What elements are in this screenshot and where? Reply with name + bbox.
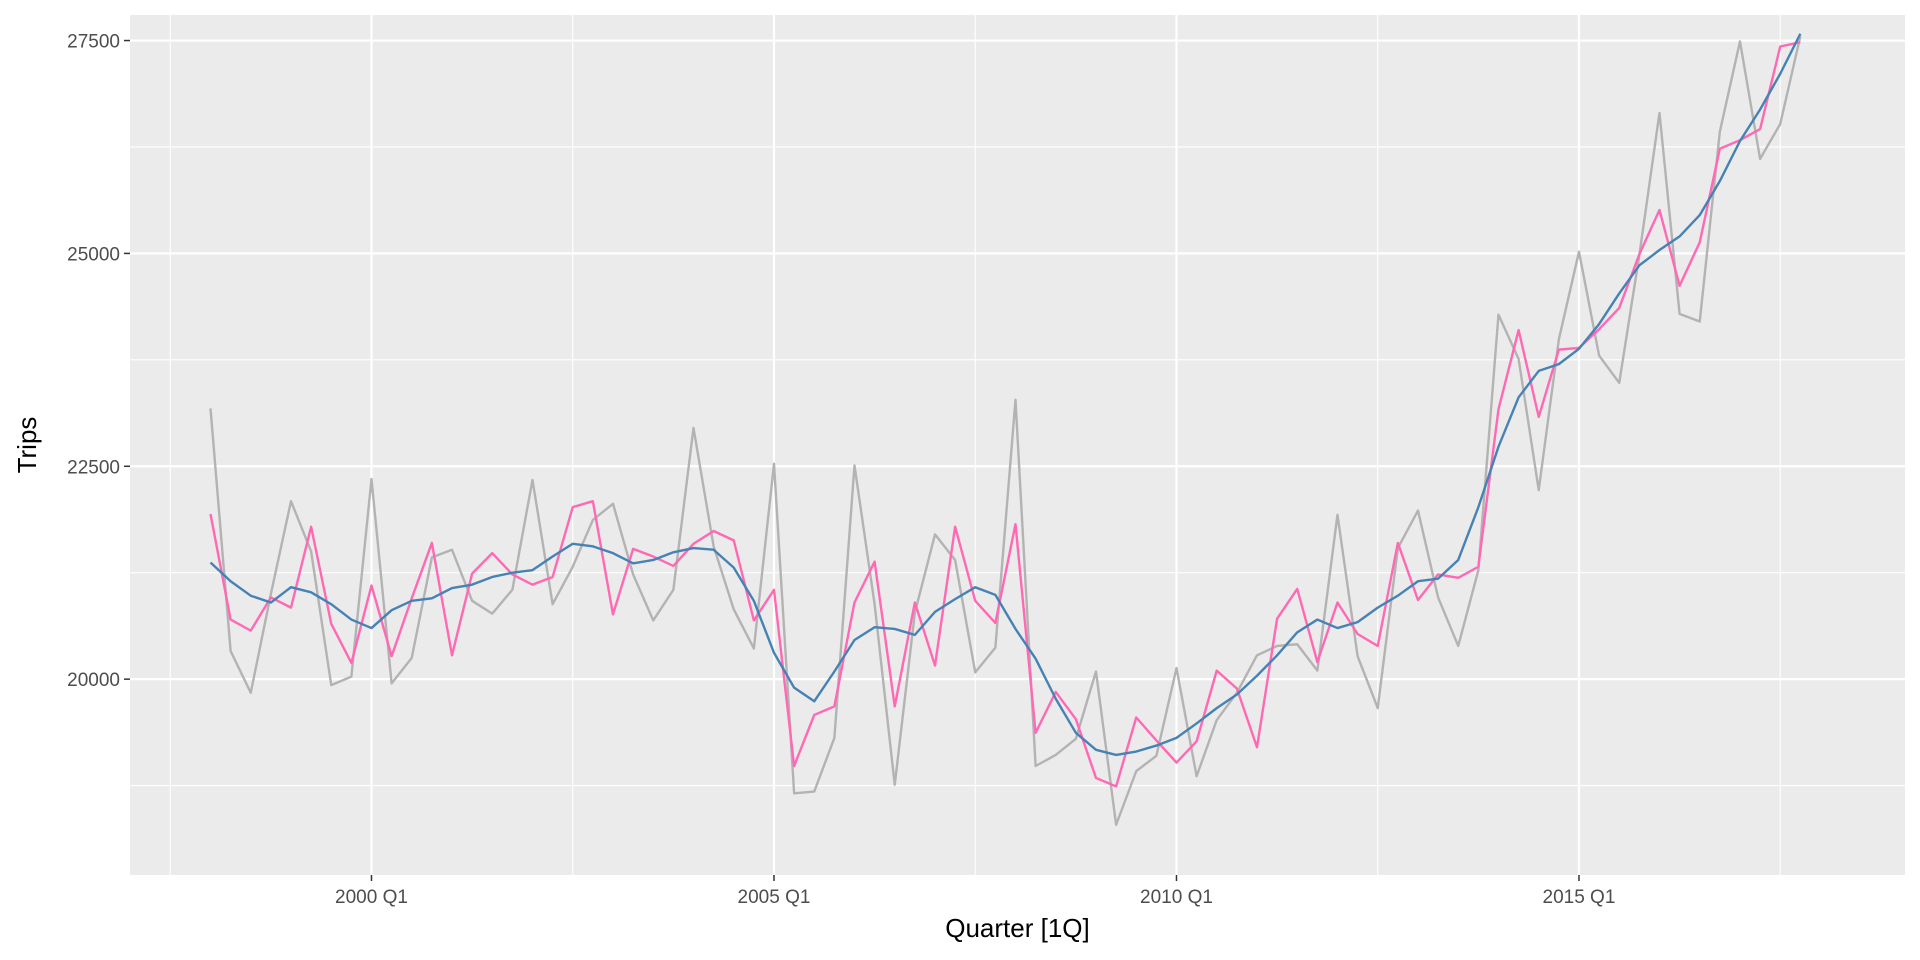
series-line-1 — [209, 36, 1802, 826]
x-tick-label: 2005 Q1 — [738, 887, 811, 908]
x-tick-label: 2010 Q1 — [1140, 887, 1213, 908]
y-axis-title: Trips — [12, 417, 42, 474]
y-tick-label: 25000 — [67, 244, 120, 265]
series-line-2 — [209, 41, 1801, 788]
series-lines — [209, 33, 1802, 826]
y-tick-label: 27500 — [67, 32, 120, 53]
series-line-3 — [209, 33, 1802, 757]
x-tick-label: 2000 Q1 — [335, 887, 408, 908]
x-axis: 2000 Q1 2005 Q1 2010 Q1 2015 Q1 — [335, 875, 1615, 908]
x-axis-title: Quarter [1Q] — [945, 913, 1090, 943]
y-tick-label: 20000 — [67, 670, 120, 691]
major-gridlines — [130, 15, 1905, 875]
y-tick-label: 22500 — [67, 457, 120, 478]
x-tick-label: 2015 Q1 — [1543, 887, 1616, 908]
y-axis: 20000 22500 25000 27500 — [67, 32, 130, 691]
minor-gridlines — [130, 15, 1905, 875]
